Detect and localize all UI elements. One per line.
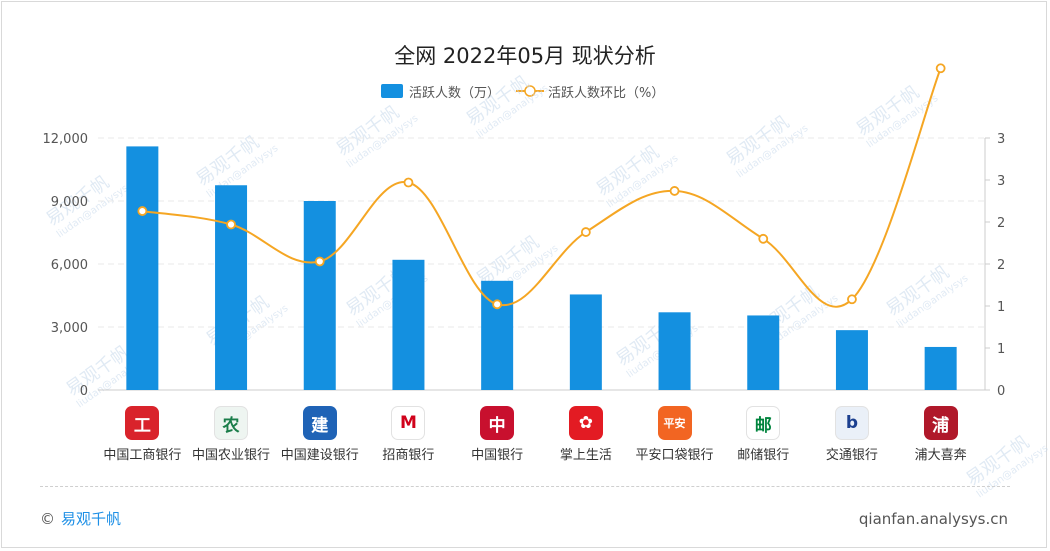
y-right-tick-label: 1 bbox=[997, 300, 1005, 315]
bar bbox=[747, 315, 780, 390]
line-point bbox=[492, 299, 503, 310]
y-right-tick-label: 3 bbox=[997, 174, 1005, 189]
x-category-label: 平安口袋银行 bbox=[635, 448, 714, 463]
x-category-label: 浦大喜奔 bbox=[914, 448, 967, 463]
bocom-app-icon: b bbox=[834, 406, 869, 440]
y-right-tick-label: 3 bbox=[997, 132, 1005, 147]
bar bbox=[215, 185, 248, 390]
footer-brand: © 易观千帆 bbox=[40, 508, 121, 529]
icbc-app-icon: 工 bbox=[125, 406, 160, 440]
legend-bar-swatch[interactable] bbox=[381, 84, 403, 98]
x-category-label: 中国建设银行 bbox=[280, 448, 359, 463]
line-point bbox=[847, 294, 857, 305]
legend-bar-label: 活跃人数（万） bbox=[409, 86, 501, 101]
y-right-tick-label: 2 bbox=[997, 216, 1005, 231]
y-left-tick-label: 9,000 bbox=[51, 195, 88, 210]
x-category-label: 掌上生活 bbox=[559, 448, 612, 463]
x-category-label: 中国农业银行 bbox=[192, 448, 271, 463]
line-point bbox=[403, 177, 414, 188]
y-left-tick-label: 0 bbox=[80, 384, 88, 399]
line-point bbox=[758, 233, 769, 244]
bar bbox=[835, 330, 868, 390]
pufa-app-icon: 浦 bbox=[923, 406, 958, 440]
y-right-tick-label: 1 bbox=[997, 342, 1005, 357]
y-left-tick-label: 12,000 bbox=[43, 132, 89, 147]
line-point bbox=[580, 227, 591, 237]
copyright-symbol: © bbox=[40, 510, 55, 528]
y-right-tick-label: 0 bbox=[997, 384, 1005, 399]
boc-app-icon: 中 bbox=[480, 406, 515, 440]
footer-divider bbox=[40, 486, 1010, 487]
x-category-label: 招商银行 bbox=[382, 448, 435, 463]
y-left-tick-label: 6,000 bbox=[51, 258, 88, 273]
bar bbox=[658, 312, 691, 390]
legend: 活跃人数（万） 活跃人数环比（%） bbox=[0, 80, 1050, 102]
ccb-app-icon: 建 bbox=[302, 406, 337, 440]
line-point bbox=[314, 256, 325, 267]
line-point bbox=[935, 63, 946, 74]
line-point bbox=[669, 186, 680, 196]
pingan-app-icon: 平安 bbox=[657, 406, 692, 440]
bar bbox=[392, 259, 425, 390]
cmb-life-app-icon: ✿ bbox=[568, 406, 603, 440]
cmb-app-icon: M bbox=[391, 406, 426, 440]
legend-line-label: 活跃人数环比（%） bbox=[548, 86, 665, 101]
bar bbox=[303, 201, 336, 390]
footer-site[interactable]: qianfan.analysys.cn bbox=[858, 510, 1008, 528]
abc-app-icon: 农 bbox=[214, 406, 249, 440]
x-category-label: 中国工商银行 bbox=[103, 448, 182, 463]
psbc-app-icon: 邮 bbox=[746, 406, 781, 440]
bar bbox=[569, 294, 602, 390]
line-point bbox=[137, 206, 148, 216]
x-category-label: 交通银行 bbox=[825, 448, 878, 463]
footer-brand-name: 易观千帆 bbox=[61, 510, 122, 528]
line-point bbox=[226, 219, 236, 230]
y-left-tick-label: 3,000 bbox=[51, 321, 88, 336]
x-category-label: 邮储银行 bbox=[737, 448, 790, 463]
x-category-label: 中国银行 bbox=[471, 448, 524, 463]
legend-line-swatch[interactable] bbox=[516, 82, 544, 100]
y-right-tick-label: 2 bbox=[997, 258, 1005, 273]
chart-title: 全网 2022年05月 现状分析 bbox=[394, 44, 656, 68]
bar bbox=[126, 146, 159, 390]
bar bbox=[924, 346, 957, 390]
line-series bbox=[142, 67, 942, 308]
